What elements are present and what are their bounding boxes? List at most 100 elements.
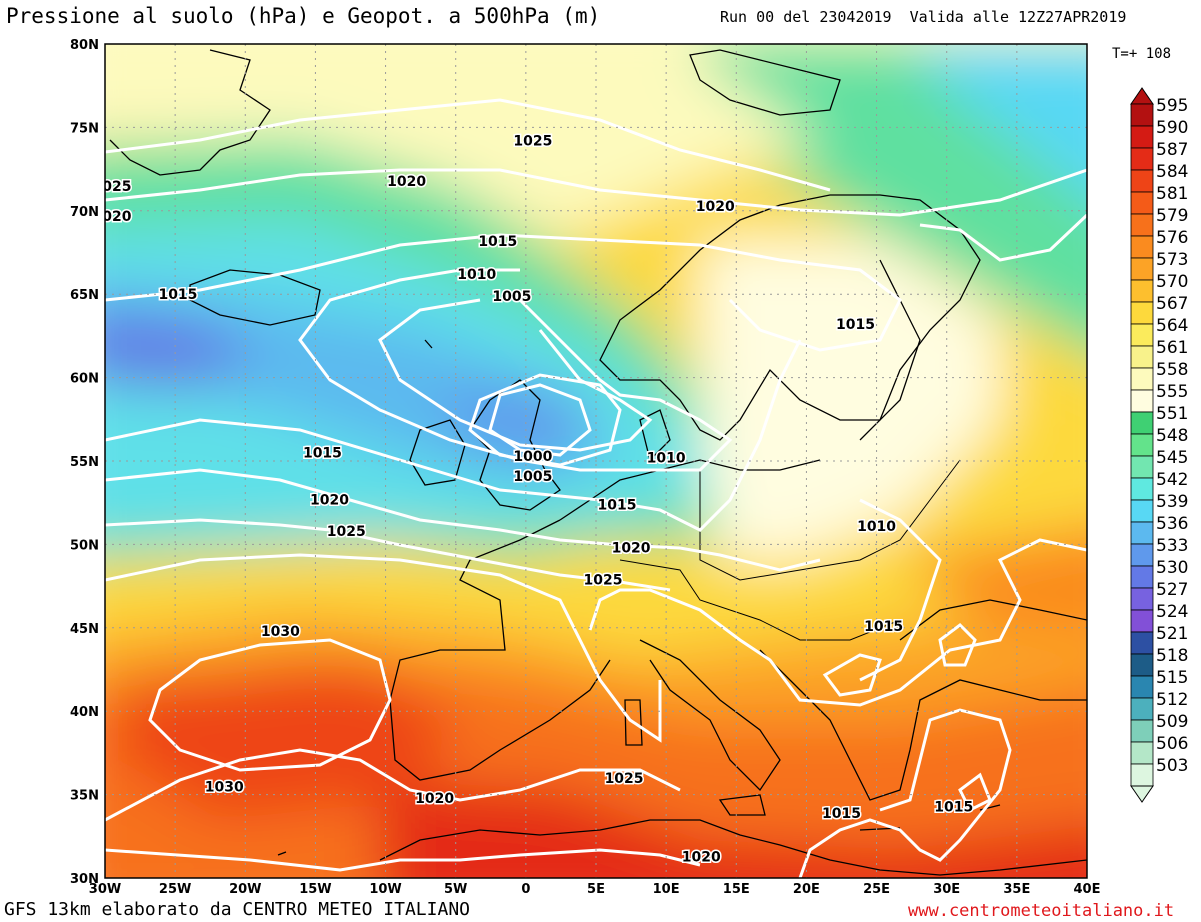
- legend-swatch: [1130, 257, 1154, 281]
- legend-value: 509: [1156, 712, 1188, 732]
- legend-up-arrow: [1130, 87, 1154, 105]
- legend-swatch: [1130, 213, 1154, 237]
- footer-credit: GFS 13km elaborato da CENTRO METEO ITALI…: [4, 899, 470, 920]
- legend-value: 542: [1156, 470, 1188, 490]
- legend-value: 527: [1156, 580, 1188, 600]
- legend-swatch: [1130, 279, 1154, 303]
- latitude-label: 70N: [70, 205, 99, 220]
- legend-swatch: [1130, 411, 1154, 435]
- legend-swatch: [1130, 433, 1154, 457]
- isobar-label: 1000: [513, 449, 552, 465]
- latitude-label: 35N: [70, 789, 99, 804]
- legend-value: 548: [1156, 426, 1188, 446]
- longitude-label: 30W: [89, 882, 121, 897]
- legend-value: 524: [1156, 602, 1188, 622]
- longitude-label: 10W: [369, 882, 401, 897]
- longitude-label: 15E: [723, 882, 750, 897]
- isobar-label: 1030: [205, 779, 244, 795]
- legend-value: 515: [1156, 668, 1188, 688]
- legend-value: 595: [1156, 96, 1188, 116]
- longitude-label: 15W: [299, 882, 331, 897]
- latitude-label: 60N: [70, 372, 99, 387]
- lat-lon-grid: [105, 44, 1087, 878]
- legend-value: 539: [1156, 492, 1188, 512]
- legend-swatch: [1130, 587, 1154, 611]
- latitude-label: 65N: [70, 288, 99, 303]
- legend-value: 533: [1156, 536, 1188, 556]
- latitude-label: 55N: [70, 455, 99, 470]
- isobar-label: 1015: [158, 287, 197, 303]
- latitude-label: 75N: [70, 121, 99, 136]
- legend-value: 558: [1156, 360, 1188, 380]
- isobar-label: 1020: [682, 849, 721, 865]
- isobar-label-halo: 1020: [696, 199, 735, 215]
- legend-swatch: [1130, 675, 1154, 699]
- legend-value: 521: [1156, 624, 1188, 644]
- isobar-label: 1020: [93, 209, 132, 225]
- legend-swatch: [1130, 543, 1154, 567]
- isobar-label-halo: 1005: [492, 289, 531, 305]
- longitude-label: 0: [521, 882, 530, 897]
- latitude-labels: 80N 75N 70N 65N 60N 55N 50N 45N 40N 35N 30N: [70, 38, 99, 887]
- longitude-label: 25W: [159, 882, 191, 897]
- legend-swatch: [1130, 697, 1154, 721]
- isobar-label-halo: 1020: [612, 541, 651, 557]
- longitude-label: 5W: [444, 882, 467, 897]
- map-title: Pressione al suolo (hPa) e Geopot. a 500…: [6, 4, 601, 28]
- legend-swatch: [1130, 389, 1154, 413]
- isobar-label-halo: 1025: [93, 179, 132, 195]
- legend-value: 518: [1156, 646, 1188, 666]
- isobar-label-halo: 1015: [478, 234, 517, 250]
- legend-swatch: [1130, 323, 1154, 347]
- longitude-label: 40E: [1074, 882, 1101, 897]
- legend-swatch: [1130, 741, 1154, 765]
- isobar-label-halo: 1025: [605, 771, 644, 787]
- isobar-label: 1020: [415, 791, 454, 807]
- legend-value: 564: [1156, 316, 1188, 336]
- map-frame: [104, 43, 1088, 879]
- legend-swatch: [1130, 345, 1154, 369]
- isobar-label-halo: 1010: [857, 519, 896, 535]
- longitude-labels: 30W 25W 20W 15W 10W 5W 0 5E 10E 15E 20E 25E 30E 35E 40…: [89, 882, 1101, 897]
- latitude-label: 30N: [70, 872, 99, 887]
- latitude-label: 50N: [70, 538, 99, 553]
- coastlines: [109, 49, 1087, 878]
- legend-swatch: [1130, 301, 1154, 325]
- isobar-label: 1025: [513, 134, 552, 150]
- legend-value: 584: [1156, 162, 1188, 182]
- legend-swatch: [1130, 521, 1154, 545]
- isobar-label: 1005: [492, 289, 531, 305]
- isobar-label-halo: 1015: [598, 497, 637, 513]
- longitude-label: 20W: [229, 882, 261, 897]
- isobar-label: 1025: [93, 179, 132, 195]
- isobar-label-halo: 1025: [584, 572, 623, 588]
- legend-swatch: [1130, 147, 1154, 171]
- isobar-label-halo: 1015: [158, 287, 197, 303]
- legend-swatch: [1130, 125, 1154, 149]
- isobar-label-halo: 1015: [303, 446, 342, 462]
- isobar-label: 1015: [478, 234, 517, 250]
- legend-value: 561: [1156, 338, 1188, 358]
- longitude-label: 35E: [1003, 882, 1030, 897]
- isobar-label-halo: 1015: [864, 619, 903, 635]
- isobar-label: 1015: [822, 806, 861, 822]
- isobar-label-halo: 1010: [457, 267, 496, 283]
- longitude-label: 20E: [793, 882, 820, 897]
- isobar-label: 1020: [387, 174, 426, 190]
- geopotential-field: 1025 1025 1020 1020 1025 1025 1020 1020 1020 1020…: [93, 44, 1087, 878]
- isobar-label: 1010: [647, 451, 686, 467]
- legend-value: 530: [1156, 558, 1188, 578]
- isobar-label: 1020: [696, 199, 735, 215]
- legend-swatch: [1130, 169, 1154, 193]
- isobar-label: 1015: [934, 799, 973, 815]
- latitude-label: 80N: [70, 38, 99, 53]
- legend-value: 567: [1156, 294, 1188, 314]
- legend-value: 587: [1156, 140, 1188, 160]
- website-link[interactable]: www.centrometeoitaliano.it: [908, 901, 1175, 921]
- color-legend: 5955905875845815795765735705675645615585…: [1130, 87, 1188, 803]
- isobar-label-halo: 1005: [513, 469, 552, 485]
- legend-swatch: [1130, 455, 1154, 479]
- legend-swatch: [1130, 565, 1154, 589]
- isobar-label: 1015: [836, 317, 875, 333]
- isobar-label: 1020: [310, 492, 349, 508]
